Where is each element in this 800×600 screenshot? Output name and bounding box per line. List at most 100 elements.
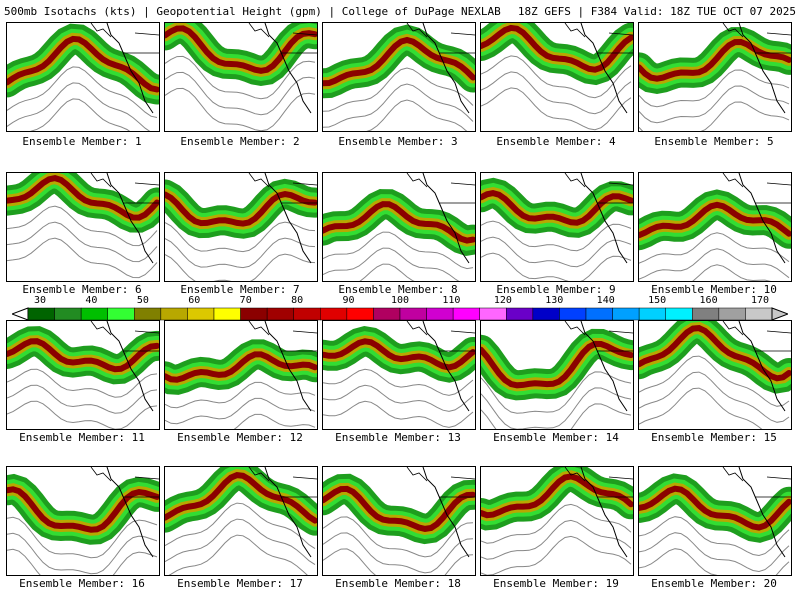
height-contour [639,355,790,407]
jet-streak-shading [7,338,159,373]
coastline [422,23,470,114]
ensemble-member-label: Ensemble Member: 4 [496,135,616,148]
ensemble-member-label: Ensemble Member: 18 [335,577,461,590]
ensemble-map-panel [480,22,634,132]
coastline [106,321,154,412]
colorbar-segment [745,307,773,321]
height-contour [323,548,474,575]
jet-streak-shading [481,340,633,389]
height-contour [481,535,632,575]
ensemble-map-panel [6,466,160,576]
colorbar-segment [479,307,507,321]
jet-stream-map [7,173,159,279]
coastline [738,23,786,114]
height-contour [165,253,316,281]
colorbar-segment [27,307,55,321]
height-contour [481,220,632,252]
height-contour [323,384,474,412]
ensemble-map-panel [638,172,792,282]
ensemble-member-label: Ensemble Member: 8 [338,283,458,296]
ensemble-member-label: Ensemble Member: 5 [654,135,774,148]
political-border [722,23,791,54]
ensemble-member-label: Ensemble Member: 9 [496,283,616,296]
political-border [406,173,475,204]
ensemble-member-label: Ensemble Member: 3 [338,135,458,148]
political-border [90,321,159,352]
jet-stream-map [7,467,159,575]
jet-stream-map [7,321,159,429]
jet-streak-shading [165,25,317,74]
political-border [90,173,159,204]
colorbar-segment [213,307,241,321]
jet-streak-shading [7,486,159,533]
colorbar-right-arrow [771,307,788,321]
political-border [90,467,159,498]
coastline [422,467,470,558]
colorbar-segment [293,307,321,321]
coastline [106,173,154,264]
jet-stream-map [323,23,475,131]
jet-streak-shading [481,24,633,73]
colorbar-tick-labels: 30 40 50 60 70 80 90 100 110 120 130 140 150 160 170 [0,296,800,306]
colorbar-segment [134,307,162,321]
colorbar-left-arrow [12,307,29,321]
coastline [738,173,786,264]
height-contour [481,371,632,414]
jet-stream-map [481,23,633,131]
ensemble-map-panel [164,172,318,282]
height-contour [323,247,460,281]
height-contour [165,518,316,566]
jet-stream-map [481,321,633,429]
coastline [264,173,312,264]
colorbar-tick-label: 150 [648,295,667,306]
coastline [264,23,312,114]
colorbar-segment [718,307,746,321]
height-contour [323,516,474,558]
jet-streak-shading [323,338,475,371]
coastline [738,467,786,558]
political-border [564,467,633,498]
jet-stream-map [7,23,159,131]
jet-stream-map [165,23,317,131]
political-border [248,173,317,204]
colorbar-tick-label: 50 [136,295,149,306]
colorbar-tick-label: 40 [85,295,98,306]
height-contour [233,413,316,429]
ensemble-member-label: Ensemble Member: 2 [180,135,300,148]
height-contour [481,387,632,429]
height-contour [481,252,632,281]
colorbar-segment [452,307,480,321]
political-border [564,23,633,54]
colorbar-segment [692,307,720,321]
height-contour [639,371,790,423]
jet-stream-map [639,321,791,429]
colorbar-segment [399,307,427,321]
jet-streak-shading [481,473,633,519]
colorbar-segment [240,307,268,321]
coastline [106,23,154,114]
ensemble-map-panel [480,466,634,576]
colorbar-tick-label: 160 [699,295,718,306]
height-contour [323,400,474,428]
height-contour [639,85,790,124]
colorbar-segment [559,307,587,321]
ensemble-map-panel [638,320,792,430]
height-contour [639,516,790,557]
colorbar-segment [160,307,188,321]
jet-streak-shading [165,351,317,383]
height-contour [481,503,632,544]
jet-streak-shading [323,201,475,244]
ensemble-member-label: Ensemble Member: 7 [180,283,300,296]
jet-streak-shading [323,485,475,532]
colorbar-segment [585,307,613,321]
height-contour [481,55,632,99]
height-contour [168,534,308,575]
jet-stream-map [639,173,791,281]
political-border [564,173,633,204]
ensemble-map-panel [322,172,476,282]
height-contour [7,221,158,263]
colorbar-segment [426,307,454,321]
height-contour [165,71,316,116]
height-contour [7,384,158,414]
coastline [422,321,470,412]
